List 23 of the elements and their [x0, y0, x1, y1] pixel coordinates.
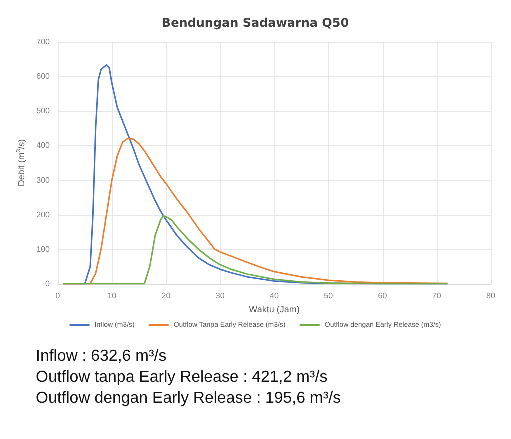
text: Outflow dengan Early Release : 195,6 m³/s: [36, 390, 342, 407]
y-tick-label: 300: [36, 176, 51, 185]
y-tick-label: 100: [36, 244, 51, 254]
text: Outflow tanpa Early Release : 421,2 m³/s: [36, 369, 328, 386]
x-tick-label: 10: [108, 292, 118, 300]
y-tick-label: 400: [36, 141, 51, 150]
line-series: [62, 215, 448, 285]
x-tick-label: 60: [378, 292, 388, 300]
x-tick-label: 50: [324, 292, 334, 300]
x-axis-title: Waktu (Jam): [249, 304, 300, 314]
y-tick-label: 700: [36, 38, 51, 46]
x-tick-label: 30: [216, 292, 226, 300]
y-tick-label: 200: [36, 210, 51, 220]
chart-title: Bendungan Sadawarna Q50: [162, 16, 350, 30]
x-tick-label: 80: [486, 292, 496, 300]
y-tick-label: 600: [36, 72, 51, 82]
text: Inflow : 632,6 m³/s: [36, 348, 167, 365]
y-tick-label: 0: [46, 280, 51, 288]
x-tick-label: 40: [270, 292, 280, 300]
x-tick-label: 20: [162, 292, 172, 300]
y-tick-label: 500: [36, 106, 51, 116]
x-tick-label: 70: [432, 292, 442, 300]
x-tick-label: 0: [56, 292, 61, 300]
